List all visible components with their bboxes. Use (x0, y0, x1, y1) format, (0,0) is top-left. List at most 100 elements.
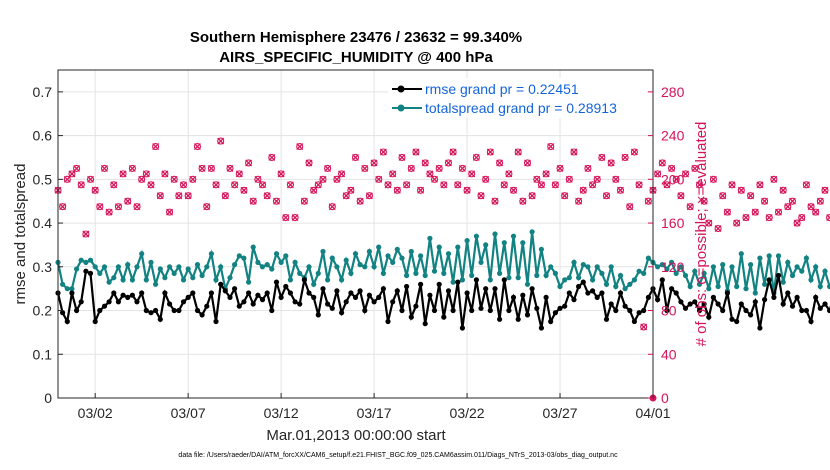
rmse-point (394, 288, 400, 294)
obs-point (268, 153, 276, 162)
totalspread-point (622, 286, 628, 292)
obs-point (691, 164, 699, 172)
totalspread-point (273, 251, 280, 257)
totalspread-point (571, 259, 577, 265)
rmse-point (153, 307, 159, 314)
totalspread-point (580, 262, 586, 268)
totalspread-point (287, 277, 293, 283)
totalspread-point (473, 233, 479, 239)
totalspread-point (766, 253, 772, 259)
totalspread-point (250, 244, 256, 250)
obs-point (133, 203, 141, 211)
rmse-point (78, 299, 84, 305)
obs-point (472, 153, 480, 162)
obs-point (565, 175, 573, 183)
obs-point (435, 164, 443, 172)
totalspread-point (366, 248, 372, 255)
rmse-point (562, 303, 568, 309)
obs-point (514, 148, 522, 156)
totalspread-point (380, 270, 386, 276)
obs-point (393, 186, 401, 194)
totalspread-point (269, 266, 275, 272)
totalspread-point (808, 277, 814, 283)
obs-point (505, 170, 513, 178)
rmse-point (817, 305, 823, 311)
right-tick-label: 160 (661, 215, 685, 231)
rmse-point (631, 318, 638, 325)
obs-point (152, 142, 160, 151)
totalspread-point (506, 275, 512, 281)
obs-point (737, 186, 745, 194)
rmse-point (64, 318, 70, 325)
rmse-point (218, 281, 224, 287)
rmse-point (822, 301, 828, 307)
rmse-point (306, 290, 312, 296)
obs-point (547, 142, 555, 151)
obs-point (719, 192, 727, 200)
obs-point (217, 137, 225, 145)
totalspread-point (120, 277, 126, 283)
totalspread-point (752, 290, 758, 296)
totalspread-point (413, 270, 419, 276)
x-tick-label: 03/17 (357, 405, 392, 421)
rmse-point (269, 307, 275, 314)
rmse-point (766, 277, 772, 283)
rmse-point (413, 303, 419, 309)
rmse-point (208, 290, 214, 296)
obs-point (138, 175, 146, 183)
rmse-point (594, 294, 600, 300)
rmse-point (60, 310, 66, 316)
rmse-point (603, 316, 610, 322)
totalspread-point (390, 259, 396, 265)
obs-point (616, 186, 625, 194)
legend-rmse-marker (397, 85, 405, 93)
obs-point (793, 219, 801, 227)
obs-point (361, 164, 369, 172)
totalspread-point (803, 255, 810, 261)
totalspread-point (259, 264, 266, 270)
x-tick-label: 03/02 (78, 405, 113, 421)
rmse-point (69, 290, 75, 296)
rmse-point (492, 286, 498, 292)
rmse-point (315, 312, 321, 318)
rmse-point (74, 307, 80, 314)
obs-point (784, 203, 792, 211)
rmse-point (729, 316, 735, 322)
obs-point (621, 153, 629, 162)
rmse-point (106, 299, 112, 305)
x-tick-label: 03/07 (171, 405, 206, 421)
obs-point (407, 164, 415, 172)
obs-point (170, 175, 178, 183)
obs-point (742, 214, 750, 222)
rmse-point (259, 297, 266, 303)
obs-point (807, 203, 815, 211)
rmse-point (501, 277, 507, 283)
obs-point (189, 175, 197, 183)
totalspread-point (548, 264, 554, 270)
rmse-point (743, 307, 749, 314)
obs-point (161, 170, 169, 178)
obs-point (249, 197, 257, 205)
obs-point (119, 170, 127, 178)
rmse-point (757, 325, 763, 331)
obs-point (728, 181, 736, 189)
obs-point (770, 175, 778, 183)
obs-point (584, 164, 592, 172)
totalspread-point (218, 264, 224, 270)
rmse-point (497, 316, 503, 322)
totalspread-point (827, 283, 830, 290)
rmse-point (775, 272, 782, 279)
totalspread-point (185, 266, 191, 272)
obs-point (235, 170, 243, 178)
rmse-point (655, 297, 661, 303)
rmse-point (524, 312, 531, 318)
rmse-point (687, 301, 693, 307)
totalspread-point (603, 281, 610, 287)
totalspread-point (715, 283, 721, 290)
totalspread-point (69, 286, 75, 292)
rmse-point (682, 305, 689, 311)
obs-point (463, 186, 471, 194)
obs-point (291, 214, 299, 222)
rmse-point (125, 294, 131, 300)
obs-point (705, 219, 713, 227)
